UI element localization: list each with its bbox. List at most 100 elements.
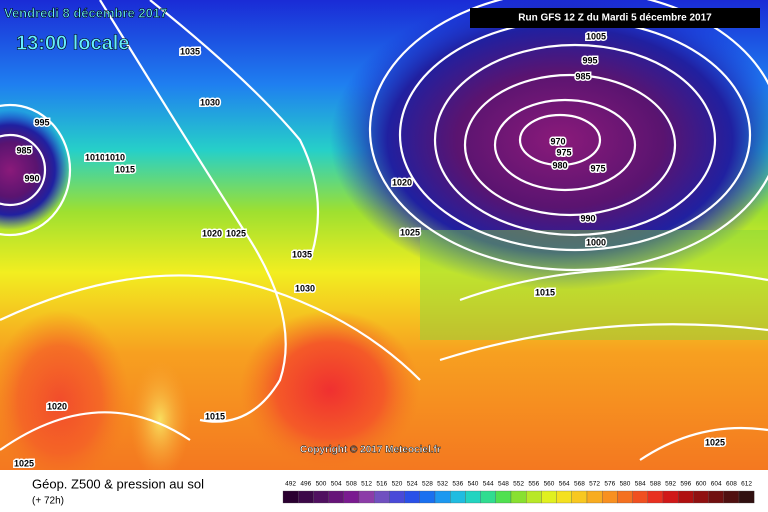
scale-label: 548 bbox=[498, 481, 509, 488]
scale-swatch bbox=[282, 490, 299, 504]
scale-label: 568 bbox=[574, 481, 585, 488]
scale-swatch bbox=[738, 490, 755, 504]
scale-swatch bbox=[510, 490, 527, 504]
scale-label: 532 bbox=[437, 481, 448, 488]
scale-label: 512 bbox=[361, 481, 372, 488]
isobar-label: 1020 bbox=[202, 228, 222, 238]
scale-label: 564 bbox=[559, 481, 570, 488]
scale-swatch bbox=[465, 490, 481, 504]
isobar-label: 1010 bbox=[85, 152, 105, 162]
legend-title: Géop. Z500 & pression au sol bbox=[32, 476, 204, 491]
scale-label: 608 bbox=[726, 481, 737, 488]
scale-swatch bbox=[374, 490, 390, 504]
scale-swatch bbox=[298, 490, 314, 504]
scale-label: 516 bbox=[376, 481, 387, 488]
legend-lead: (+ 72h) bbox=[32, 496, 64, 507]
isobar-label: 985 bbox=[16, 145, 31, 155]
isobar-label: 1025 bbox=[705, 437, 725, 447]
scale-swatch bbox=[419, 490, 436, 504]
warm-core bbox=[0, 310, 130, 490]
scale-swatch bbox=[708, 490, 724, 504]
scale-label: 520 bbox=[392, 481, 403, 488]
scale-label: 560 bbox=[544, 481, 555, 488]
isobar-label: 1035 bbox=[180, 46, 200, 56]
scale-swatch bbox=[526, 490, 542, 504]
scale-label: 528 bbox=[422, 481, 433, 488]
color-scale: 492 496 500 504 508 512 516 520 524 528 532 536 540 5… bbox=[282, 481, 755, 504]
scale-label: 492 bbox=[285, 481, 296, 488]
isobar-label: 970 bbox=[550, 136, 565, 146]
isobar-label: 990 bbox=[24, 173, 39, 183]
scale-swatch bbox=[647, 490, 664, 504]
scale-swatch bbox=[358, 490, 375, 504]
scale-label: 600 bbox=[696, 481, 707, 488]
isobars bbox=[459, 267, 768, 302]
isobar-label: 980 bbox=[552, 160, 567, 170]
isobar-label: 990 bbox=[580, 213, 595, 223]
isobar-label: 1020 bbox=[392, 177, 412, 187]
scale-label: 592 bbox=[665, 481, 676, 488]
scale-label: 556 bbox=[528, 481, 539, 488]
scale-swatch bbox=[586, 490, 603, 504]
scale-label: 580 bbox=[620, 481, 631, 488]
isobar-label: 985 bbox=[575, 71, 590, 81]
scale-label: 524 bbox=[407, 481, 418, 488]
scale-swatch bbox=[556, 490, 572, 504]
isobar-label: 995 bbox=[34, 117, 49, 127]
local-time: 13:00 locale bbox=[16, 32, 129, 54]
scale-label: 540 bbox=[468, 481, 479, 488]
scale-swatch bbox=[313, 490, 329, 504]
scale-label: 612 bbox=[741, 481, 752, 488]
scale-swatch bbox=[571, 490, 588, 504]
scale-swatch bbox=[343, 490, 360, 504]
scale-label: 596 bbox=[680, 481, 691, 488]
isobar-label: 1025 bbox=[400, 227, 420, 237]
isobar-label: 975 bbox=[590, 163, 605, 173]
scale-swatch bbox=[693, 490, 709, 504]
scale-label: 588 bbox=[650, 481, 661, 488]
isobar-labels: 1035 1030 995 985 990 1010 1010 1015 1020 1025 102… bbox=[12, 30, 726, 470]
run-box bbox=[470, 8, 760, 28]
scale-swatch bbox=[389, 490, 405, 504]
scale-swatch bbox=[480, 490, 496, 504]
scale-swatch bbox=[404, 490, 420, 504]
scale-label: 572 bbox=[589, 481, 600, 488]
isobar-label: 1035 bbox=[292, 249, 312, 259]
warm-core bbox=[130, 360, 190, 480]
scale-swatch bbox=[723, 490, 740, 504]
scale-swatch bbox=[678, 490, 694, 504]
isobar-label: 1030 bbox=[200, 97, 220, 107]
isobar-label: 1005 bbox=[586, 31, 606, 41]
isobar-label: 1015 bbox=[115, 164, 135, 174]
scale-label: 604 bbox=[711, 481, 722, 488]
copyright: Copyright © 2017 Meteociel.fr bbox=[300, 445, 441, 456]
scale-label: 500 bbox=[316, 481, 327, 488]
scale-swatch bbox=[617, 490, 633, 504]
isobar-label: 975 bbox=[556, 147, 571, 157]
scale-swatch bbox=[632, 490, 648, 504]
valid-date: Vendredi 8 décembre 2017 bbox=[4, 5, 167, 20]
scale-label: 508 bbox=[346, 481, 357, 488]
scale-swatch bbox=[541, 490, 557, 504]
scale-label: 544 bbox=[483, 481, 494, 488]
low-area bbox=[0, 110, 70, 230]
isobar-label: 1015 bbox=[205, 411, 225, 421]
isobar-label: 995 bbox=[582, 55, 597, 65]
scale-swatch bbox=[450, 490, 466, 504]
scale-label: 576 bbox=[604, 481, 615, 488]
isobar-label: 1030 bbox=[295, 283, 315, 293]
scale-label: 552 bbox=[513, 481, 524, 488]
scale-label: 584 bbox=[635, 481, 646, 488]
scale-label: 504 bbox=[331, 481, 342, 488]
scale-swatch bbox=[662, 490, 679, 504]
scale-swatch bbox=[495, 490, 512, 504]
scale-swatch bbox=[434, 490, 451, 504]
scale-swatch bbox=[602, 490, 618, 504]
scale-label: 496 bbox=[300, 481, 311, 488]
run-info: Run GFS 12 Z du Mardi 5 décembre 2017 bbox=[518, 13, 712, 24]
scale-swatch bbox=[328, 490, 344, 504]
isobar-label: 1000 bbox=[586, 237, 606, 247]
scale-label: 536 bbox=[452, 481, 463, 488]
isobar-label: 1025 bbox=[14, 458, 34, 468]
